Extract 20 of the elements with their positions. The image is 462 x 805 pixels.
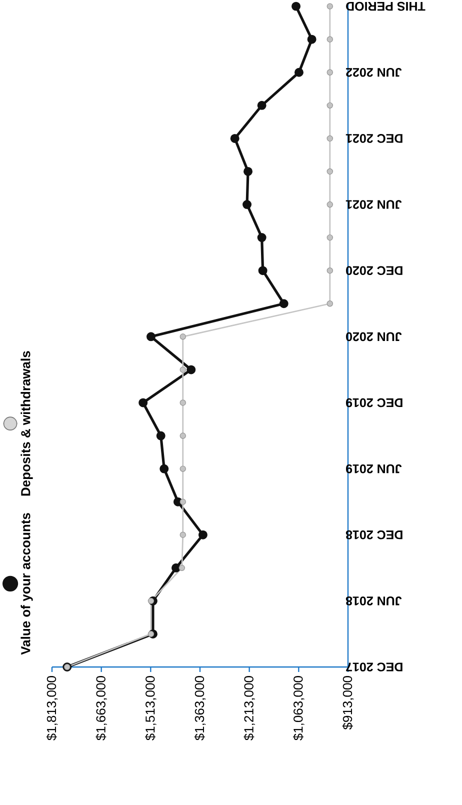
y-tick-label: JUN 2018	[346, 596, 402, 606]
x-tick-label: $1,513,000	[145, 676, 156, 740]
x-tick-label: $1,213,000	[244, 676, 255, 740]
x-tick-label: $1,363,000	[194, 676, 206, 740]
y-tick-label: DEC 2021	[346, 134, 402, 143]
y-tick-label: JUN 2022	[346, 68, 402, 77]
x-tick-label: $1,663,000	[96, 676, 107, 740]
y-tick-label: DEC 2019	[346, 398, 402, 408]
x-tick-label: $913,000	[342, 676, 354, 730]
y-tick-label: DEC 2017	[346, 662, 402, 672]
y-tick-label: THIS PERIOD	[346, 2, 426, 11]
y-tick-label: DEC 2018	[346, 530, 402, 540]
x-tick-label: $1,813,000	[46, 676, 58, 740]
y-tick-label: DEC 2020	[346, 266, 402, 276]
legend-label: Value of your accounts	[20, 513, 33, 655]
y-tick-label: JUN 2020	[346, 332, 402, 342]
y-tick-label: JUN 2021	[346, 200, 402, 209]
y-tick-label: JUN 2019	[346, 464, 402, 474]
legend-label: Deposits & withdrawals	[20, 351, 33, 496]
x-tick-label: $1,063,000	[293, 676, 304, 740]
